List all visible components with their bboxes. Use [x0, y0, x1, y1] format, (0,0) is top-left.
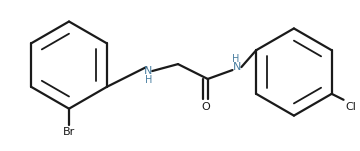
Text: N: N — [144, 66, 152, 76]
Text: N: N — [233, 62, 242, 72]
Text: Cl: Cl — [346, 102, 356, 112]
Text: H: H — [145, 75, 152, 85]
Text: O: O — [201, 102, 210, 112]
Text: H: H — [232, 54, 239, 64]
Text: Br: Br — [63, 127, 75, 137]
